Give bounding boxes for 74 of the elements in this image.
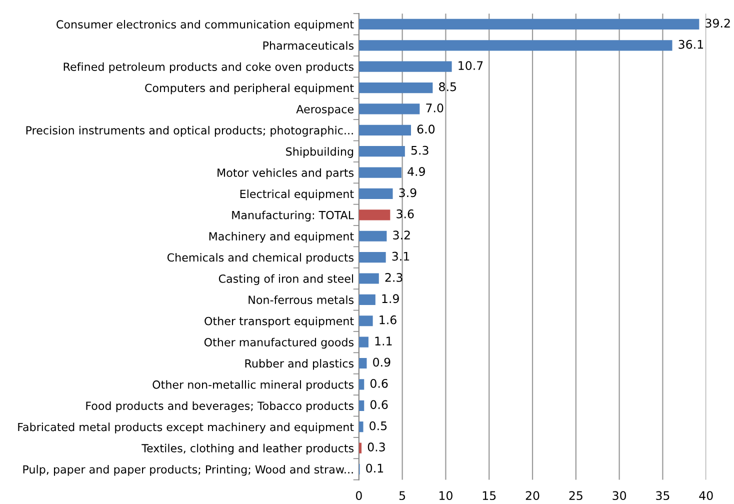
bar — [358, 316, 373, 326]
y-tick-label: Aerospace — [296, 105, 354, 116]
y-tick-label: Rubber and plastics — [245, 359, 354, 370]
x-tick-label: 10 — [440, 491, 452, 500]
bar — [358, 294, 376, 305]
bar — [358, 61, 452, 72]
data-label: 3.1 — [392, 252, 410, 261]
data-label: 7.0 — [426, 103, 444, 112]
y-tick-label: Manufacturing: TOTAL — [232, 210, 354, 222]
y-tick-label: Pulp, paper and paper products; Printing; Wood and straw... — [23, 464, 353, 476]
bar — [358, 379, 364, 390]
bar — [358, 124, 412, 136]
bar — [358, 167, 402, 178]
data-label: 6.0 — [417, 124, 435, 134]
data-label: 39.2 — [706, 18, 730, 28]
y-tick-label: Other transport equipment — [204, 316, 354, 328]
x-tick-label: 0 — [356, 491, 362, 500]
x-tick-label: 20 — [526, 491, 540, 500]
data-label: 3.2 — [393, 230, 410, 240]
data-label: 0.6 — [370, 400, 388, 410]
y-tick-label: Chemicals and chemical products — [167, 253, 354, 264]
bar — [358, 210, 390, 220]
y-tick-label: Consumer electronics and communication equipment — [56, 20, 354, 31]
data-label: 0.6 — [370, 378, 388, 388]
y-tick-label: Non-ferrous metals — [248, 295, 354, 304]
x-tick-label: 35 — [656, 491, 670, 500]
x-tick-label: 15 — [482, 491, 496, 500]
data-label: 2.3 — [385, 272, 402, 282]
bar — [358, 40, 672, 51]
y-tick-label: Fabricated metal products except machinery and equipment — [18, 422, 354, 434]
data-label: 36.1 — [678, 40, 704, 49]
data-label: 4.9 — [408, 167, 425, 176]
y-tick-label: Motor vehicles and parts — [218, 168, 354, 180]
bar — [358, 400, 364, 411]
data-label: 5.3 — [411, 146, 428, 155]
bar — [358, 273, 379, 284]
bar — [358, 188, 393, 200]
y-tick-label: Electrical equipment — [240, 190, 354, 200]
y-tick-label: Precision instruments and optical products; photographic... — [26, 126, 353, 137]
bar — [358, 230, 387, 242]
bar — [358, 442, 362, 454]
bar — [358, 358, 367, 369]
x-tick-label: 30 — [612, 491, 626, 500]
y-tick-label: Textiles, clothing and leather products — [142, 444, 354, 455]
data-label: 3.9 — [399, 188, 416, 198]
y-tick-label: Refined petroleum products and coke oven products — [64, 62, 354, 74]
data-label: 1.6 — [380, 315, 396, 324]
y-tick-label: Other non-metallic mineral products — [152, 380, 354, 391]
bar — [358, 336, 368, 348]
data-label: 1.9 — [382, 294, 399, 304]
data-label: 0.1 — [366, 464, 384, 473]
data-label: 0.5 — [370, 421, 387, 430]
data-label: 0.3 — [368, 442, 385, 452]
y-tick-label: Other manufactured goods — [204, 338, 354, 349]
y-tick-label: Food products and beverages; Tobacco products — [86, 401, 354, 412]
y-tick-label: Computers and peripheral equipment — [145, 84, 354, 94]
x-tick-label: 5 — [399, 491, 406, 500]
bar — [358, 422, 364, 432]
x-tick-label: 25 — [569, 491, 582, 500]
data-label: 3.6 — [396, 209, 414, 218]
bar — [358, 146, 405, 157]
bar — [358, 104, 420, 114]
y-tick-label: Machinery and equipment — [209, 232, 354, 243]
data-label: 8.5 — [439, 82, 456, 92]
bar — [358, 252, 386, 263]
bar — [358, 82, 433, 94]
y-tick-label: Shipbuilding — [286, 147, 354, 158]
data-label: 10.7 — [458, 61, 483, 70]
data-label: 0.9 — [373, 358, 390, 367]
y-tick-label: Casting of iron and steel — [218, 274, 354, 286]
bar — [358, 18, 700, 30]
y-tick-label: Pharmaceuticals — [263, 41, 354, 50]
data-label: 1.1 — [375, 336, 392, 346]
x-tick-label: 40 — [699, 491, 713, 500]
